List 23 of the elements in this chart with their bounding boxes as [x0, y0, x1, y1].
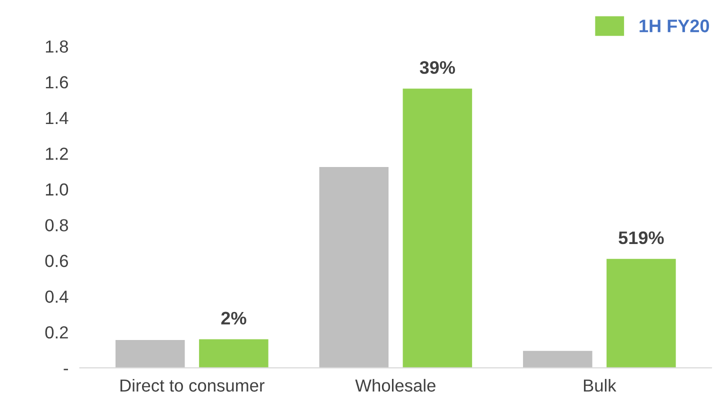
annotation: 519% — [618, 231, 664, 244]
y-tick-label: 1.0 — [46, 183, 68, 196]
y-tick-label: 0.2 — [45, 326, 68, 339]
x-tick-label: Bulk — [584, 378, 616, 392]
legend-label: 1H FY20 — [640, 20, 710, 32]
bar — [319, 167, 389, 368]
y-tick-label: 1.2 — [46, 148, 68, 160]
annotation: 2% — [221, 312, 246, 325]
y-tick-label: - — [64, 368, 68, 370]
x-tick-label: Direct to consumer — [120, 378, 264, 392]
bar — [606, 258, 676, 368]
y-tick-label: 1.6 — [46, 76, 68, 88]
y-tick-label: 0.4 — [45, 290, 68, 303]
y-tick-label: 0.8 — [45, 219, 68, 232]
y-tick-label: 1.8 — [46, 40, 68, 53]
bar — [523, 350, 592, 368]
x-tick-label: Wholesale — [355, 378, 436, 392]
y-tick-label: 1.4 — [46, 112, 68, 124]
bar — [199, 339, 268, 368]
annotation: 39% — [420, 61, 456, 74]
bar — [402, 88, 472, 368]
bar — [116, 340, 185, 368]
y-tick-label: 0.6 — [45, 254, 68, 268]
